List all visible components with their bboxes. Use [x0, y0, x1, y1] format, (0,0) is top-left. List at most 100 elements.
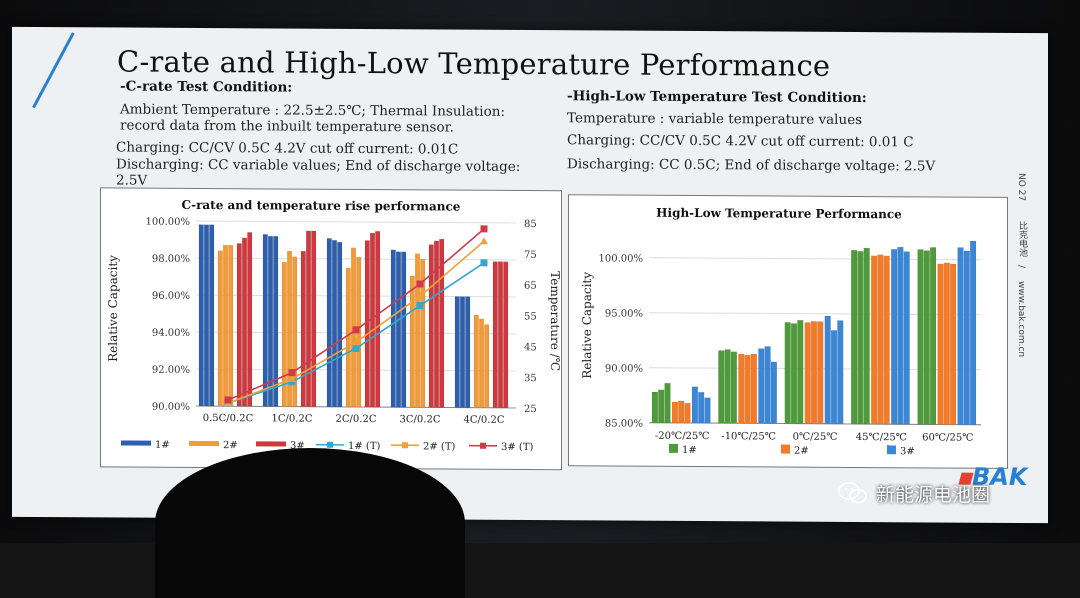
c-rate-bar: [237, 243, 242, 406]
high-low-bar: [658, 390, 664, 423]
c-rate-bar: [346, 268, 351, 407]
high-low-chart-svg: Relative Capacity 85.00%90.00%95.00%100.…: [569, 195, 1007, 468]
brand-name-cn: 比克电池: [1016, 221, 1029, 257]
c-rate-legend-marker: [327, 442, 333, 448]
c-rate-y-tick: 96.00%: [152, 291, 190, 302]
c-rate-x-tick: 0.5C/0.2C: [203, 413, 254, 424]
high-low-bar: [797, 320, 803, 423]
high-low-bar: [758, 349, 764, 424]
high-low-bar: [738, 354, 744, 423]
c-rate-temp-point: [417, 302, 424, 309]
high-low-bar: [811, 321, 817, 423]
high-low-bar: [964, 251, 970, 425]
c-rate-bar: [209, 225, 214, 406]
c-rate-y2-tick: 35: [524, 373, 537, 384]
high-low-bar: [970, 241, 976, 425]
c-rate-bar: [493, 262, 498, 408]
c-rate-bar: [434, 241, 439, 408]
high-low-bar: [705, 398, 711, 423]
c-rate-y2-axis-label: Temperature /℃: [548, 271, 561, 371]
high-low-bar: [864, 248, 870, 424]
high-low-y-tick: 95.00%: [605, 308, 643, 319]
c-rate-discharging-text: Discharging: CC variable values; End of …: [116, 156, 546, 191]
c-rate-legend-swatch: [189, 441, 219, 446]
c-rate-bar: [327, 238, 332, 406]
c-rate-bar: [337, 242, 342, 407]
c-rate-y2-tick: 85: [524, 219, 537, 230]
high-low-bar: [751, 354, 757, 423]
c-rate-bar: [479, 319, 484, 408]
high-low-bar: [871, 256, 877, 424]
high-low-bar: [692, 387, 698, 423]
c-rate-temp-point: [481, 225, 488, 232]
c-rate-legend-label: 2# (T): [423, 441, 455, 452]
high-low-bar: [817, 321, 823, 423]
high-low-temp-chart: High-Low Temperature Performance Relativ…: [568, 194, 1008, 469]
high-low-bar: [805, 322, 811, 423]
c-rate-condition-heading: -C-rate Test Condition:: [120, 78, 292, 95]
wechat-icon: [838, 482, 868, 504]
c-rate-bar: [204, 225, 209, 406]
high-low-bar: [725, 349, 731, 423]
high-low-bar: [718, 351, 724, 424]
temperature-text: Temperature : variable temperature value…: [567, 110, 967, 128]
c-rate-bar: [242, 238, 247, 406]
c-rate-temp-point: [417, 280, 424, 287]
c-rate-temp-point: [353, 345, 360, 352]
c-rate-y2-tick: 45: [524, 342, 537, 353]
c-rate-bar: [484, 324, 489, 407]
high-low-bar: [884, 256, 890, 424]
high-low-x-tick: 60℃/25℃: [922, 432, 973, 443]
c-rate-temp-point: [353, 326, 360, 333]
high-low-discharging-text: Discharging: CC 0.5C; End of discharge v…: [567, 156, 967, 174]
c-rate-bar: [375, 231, 380, 407]
high-low-bar: [785, 322, 791, 423]
c-rate-bar: [223, 245, 228, 406]
c-rate-y-axis-label: Relative Capacity: [106, 255, 120, 362]
high-low-legend-swatch: [887, 445, 896, 454]
c-rate-x-tick: 3C/0.2C: [400, 414, 441, 425]
high-low-legend-label: 2#: [794, 446, 809, 457]
c-rate-bar: [401, 252, 406, 407]
c-rate-bar: [455, 297, 460, 408]
high-low-bar: [930, 247, 936, 424]
high-low-bar: [950, 264, 956, 425]
c-rate-bar: [332, 240, 337, 407]
c-rate-y2-tick: 25: [524, 404, 537, 415]
high-low-bar: [731, 352, 737, 424]
c-rate-legend-label: 2#: [223, 440, 238, 451]
c-rate-bar: [263, 234, 268, 406]
high-low-bar: [924, 251, 930, 425]
c-rate-chart: C-rate and temperature rise performance …: [100, 187, 562, 470]
c-rate-temp-point: [481, 259, 488, 266]
c-rate-bar: [218, 251, 223, 406]
high-low-bar: [678, 401, 684, 423]
c-rate-x-tick: 4C/0.2C: [464, 415, 505, 426]
high-low-bar: [891, 249, 897, 424]
c-rate-charging-text: Charging: CC/CV 0.5C 4.2V cut off curren…: [116, 139, 546, 158]
c-rate-bar: [306, 231, 311, 407]
presentation-slide: C-rate and High-Low Temperature Performa…: [12, 27, 1048, 523]
high-low-bar: [878, 255, 884, 424]
c-rate-bar: [247, 232, 252, 406]
high-low-y-tick: 90.00%: [605, 363, 643, 374]
high-low-x-tick: 45℃/25℃: [856, 432, 907, 443]
c-rate-bar: [460, 297, 465, 408]
watermark-text: 新能源电池圈: [876, 480, 990, 507]
high-low-bar: [765, 346, 771, 423]
audience-head-silhouette: [155, 448, 465, 598]
high-low-bar: [918, 249, 924, 424]
high-low-bar: [858, 251, 864, 424]
high-low-bar: [837, 320, 843, 423]
c-rate-y-tick: 100.00%: [146, 217, 190, 228]
high-low-bar: [898, 247, 904, 424]
c-rate-legend-marker: [480, 443, 486, 449]
high-low-y-axis-label: Relative Capacity: [580, 272, 594, 379]
high-low-bar: [672, 402, 678, 423]
c-rate-bar: [429, 245, 434, 408]
high-low-bar: [791, 323, 797, 423]
high-low-bar: [665, 383, 671, 423]
meta-separator: /: [1016, 265, 1026, 268]
c-rate-bar: [311, 231, 316, 407]
high-low-condition-heading: -High-Low Temperature Test Condition:: [567, 88, 867, 106]
